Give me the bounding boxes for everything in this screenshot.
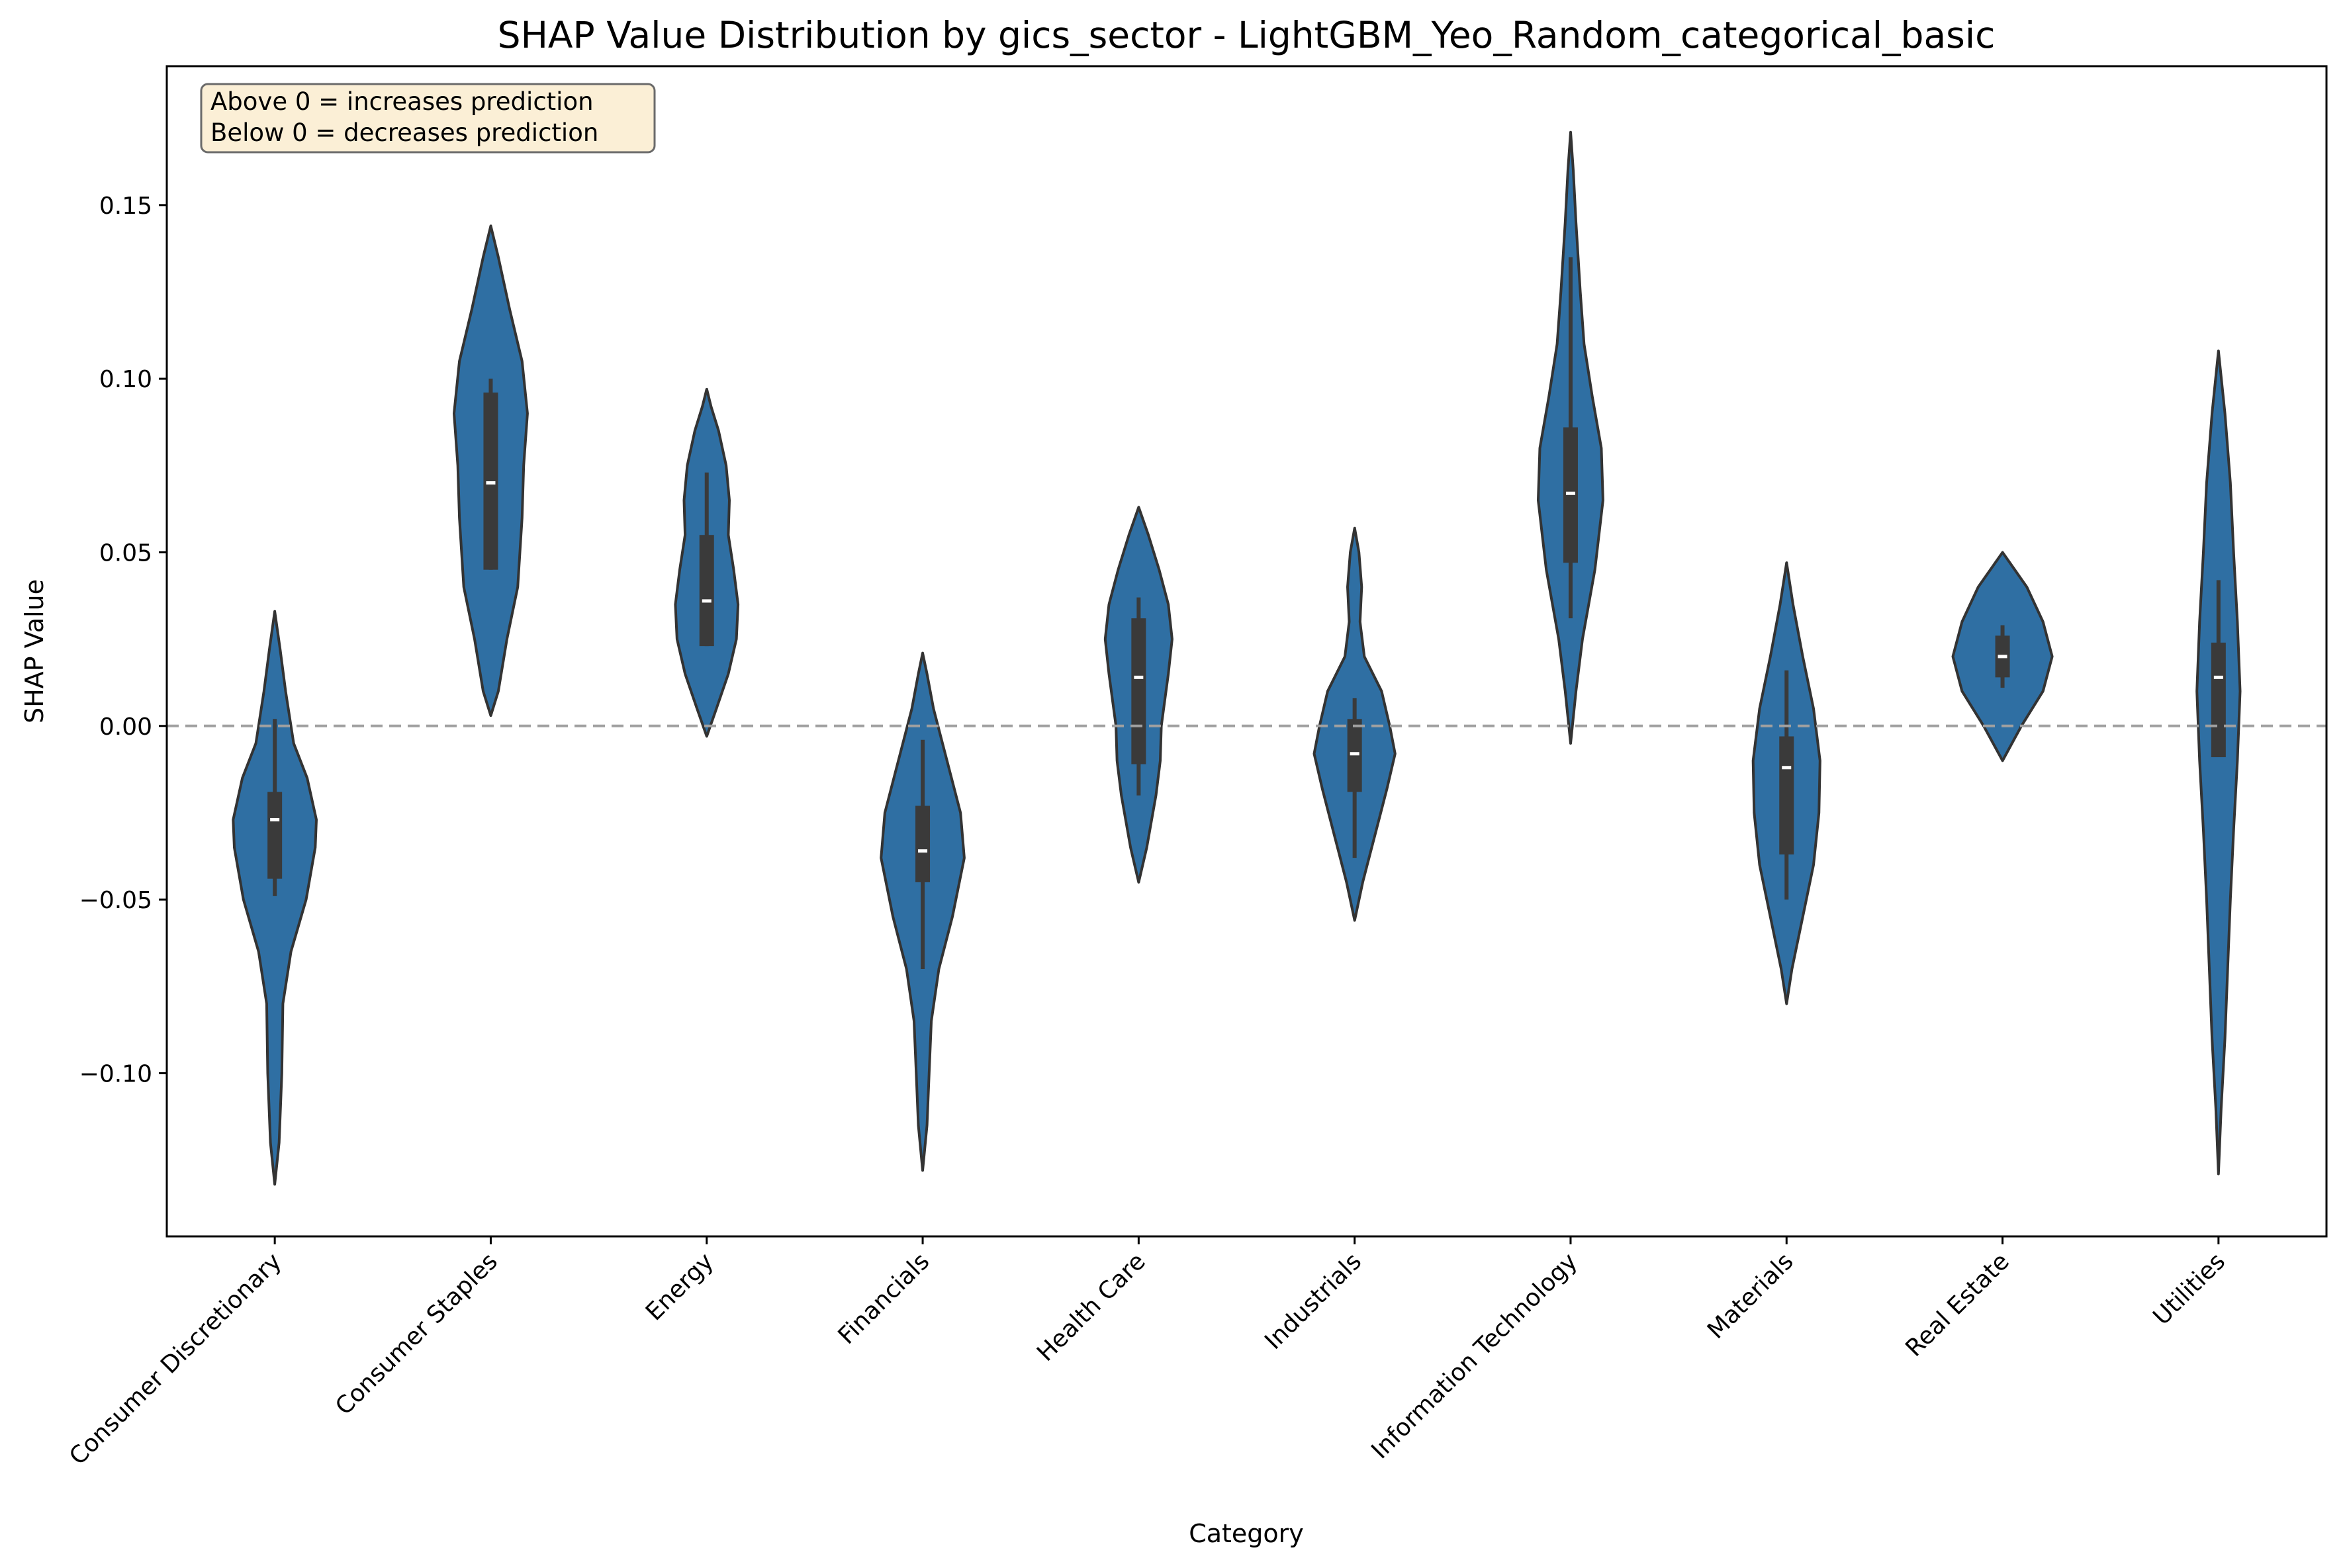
violin-body bbox=[2195, 349, 2242, 1176]
y-axis-title: SHAP Value bbox=[20, 579, 49, 723]
violin-iqr-box bbox=[1131, 618, 1146, 764]
violin-health-care bbox=[1103, 506, 1174, 884]
violin-iqr-box bbox=[2211, 642, 2226, 758]
annotation-line-1: Above 0 = increases prediction bbox=[210, 87, 594, 116]
violin-real-estate bbox=[1951, 551, 2054, 762]
violin-iqr-box bbox=[915, 806, 931, 882]
violin-materials bbox=[1751, 561, 1821, 1005]
annotation-box-background bbox=[200, 83, 656, 154]
violin-financials bbox=[880, 651, 966, 1172]
y-tick-label: −0.10 bbox=[79, 1060, 152, 1087]
annotation-line-2: Below 0 = decreases prediction bbox=[210, 118, 598, 147]
x-axis-title: Category bbox=[1189, 1519, 1304, 1548]
violins bbox=[232, 130, 2242, 1186]
violin-energy bbox=[674, 387, 740, 738]
violin-iqr-box bbox=[1563, 427, 1578, 563]
violin-consumer-staples bbox=[453, 224, 529, 717]
chart-title: SHAP Value Distribution by gics_sector -… bbox=[498, 14, 1996, 56]
violin-iqr-box bbox=[1779, 736, 1794, 854]
annotation-box: Above 0 = increases prediction Below 0 =… bbox=[200, 83, 656, 154]
violin-iqr-box bbox=[1347, 719, 1362, 792]
plot-frame bbox=[165, 65, 2328, 1238]
violin-information-technology bbox=[1537, 130, 1604, 745]
y-tick-label: 0.10 bbox=[99, 366, 152, 393]
violin-iqr-box bbox=[267, 792, 283, 879]
y-axis: 0.15 0.10 0.05 0.00 −0.05 −0.10 bbox=[79, 193, 167, 1087]
violin-utilities bbox=[2195, 349, 2242, 1176]
violin-iqr-box bbox=[483, 392, 498, 570]
y-tick-label: −0.05 bbox=[79, 887, 152, 914]
y-tick-label: 0.00 bbox=[99, 714, 152, 741]
y-tick-label: 0.15 bbox=[99, 193, 152, 220]
y-tick-label: 0.05 bbox=[99, 539, 152, 567]
violin-iqr-box bbox=[699, 535, 714, 647]
plot-area bbox=[165, 65, 2328, 1238]
violin-consumer-discretionary bbox=[232, 610, 318, 1186]
violin-body bbox=[232, 610, 318, 1186]
